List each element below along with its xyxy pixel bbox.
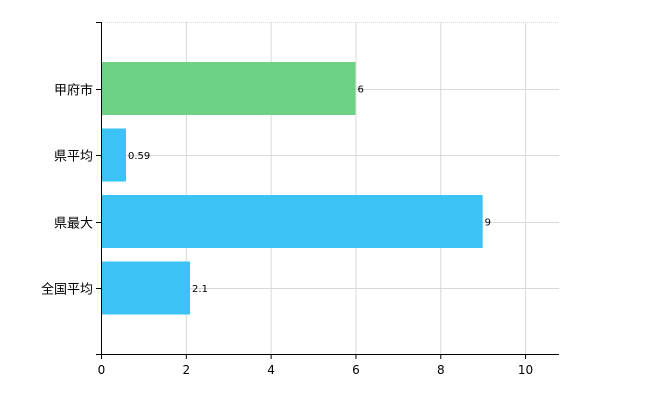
value-label-2: 0.59 (128, 151, 150, 162)
category-label-1: 甲府市 (54, 83, 93, 99)
bar-4 (101, 261, 191, 315)
value-label-1: 6 (357, 85, 363, 96)
category-label-2: 県平均 (54, 150, 93, 165)
value-label-3: 9 (485, 218, 491, 229)
bar-layer (101, 62, 483, 315)
bar-1 (101, 62, 356, 115)
x-tick-label: 0 (98, 363, 106, 377)
x-tick-label: 10 (518, 363, 533, 377)
axis-layer (96, 22, 559, 359)
bar-2 (101, 128, 127, 182)
category-label-3: 県最大 (54, 217, 93, 232)
category-label-4: 全国平均 (41, 282, 93, 298)
x-tick-label: 6 (352, 363, 360, 377)
value-label-4: 2.1 (192, 284, 208, 295)
x-tick-label: 2 (182, 363, 190, 377)
x-tick-label: 4 (267, 363, 275, 377)
x-tick-label: 8 (437, 363, 445, 377)
bar-3 (101, 195, 483, 248)
